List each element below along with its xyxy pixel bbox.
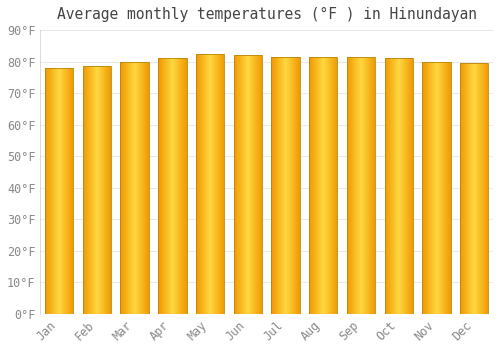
Bar bbox=[384, 58, 413, 314]
Bar bbox=[460, 63, 488, 314]
Title: Average monthly temperatures (°F ) in Hinundayan: Average monthly temperatures (°F ) in Hi… bbox=[56, 7, 476, 22]
Bar bbox=[196, 54, 224, 314]
Bar bbox=[83, 66, 111, 314]
Bar bbox=[272, 57, 299, 314]
Bar bbox=[309, 57, 338, 314]
Bar bbox=[234, 55, 262, 314]
Bar bbox=[120, 62, 149, 314]
Bar bbox=[158, 58, 186, 314]
Bar bbox=[347, 57, 375, 314]
Bar bbox=[45, 68, 74, 314]
Bar bbox=[422, 62, 450, 314]
